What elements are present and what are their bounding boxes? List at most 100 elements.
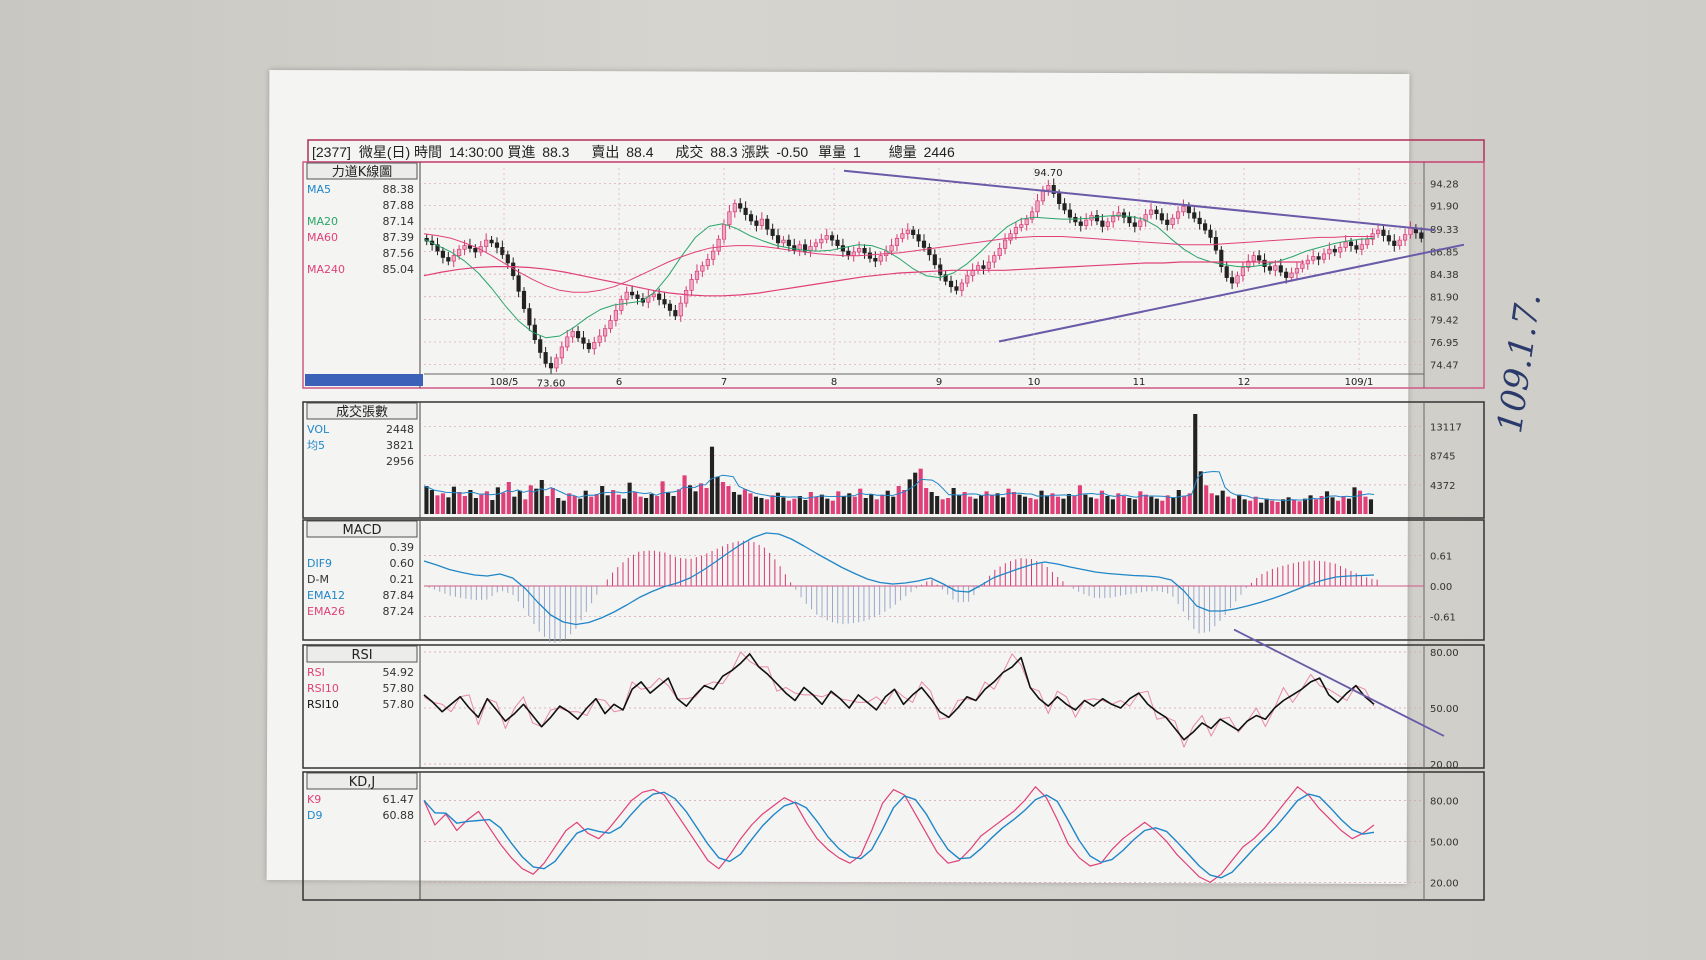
y-tick-label: 74.47 [1430,361,1459,372]
candle-body [905,229,910,235]
volume-bar [1017,494,1022,514]
legend-value: 87.14 [383,215,415,228]
candle-body [1057,193,1062,204]
candle [1008,229,1013,245]
volume-bar [1341,496,1346,514]
candle-body [592,342,597,350]
candle-body [1397,239,1402,246]
candle [1003,233,1008,255]
candle-body [819,238,824,244]
volume-bar [1088,497,1093,514]
candle-body [608,320,613,330]
ma-line-ma240 [423,261,1304,297]
candle [678,296,683,322]
volume-bar [770,495,775,514]
candle-body [1354,245,1359,250]
candle [1084,213,1089,230]
candle [943,270,948,286]
candle [1316,252,1321,266]
volume-bar [731,492,737,514]
candle-body [1251,255,1256,262]
volume-bar [1055,496,1061,514]
volume-bar [990,494,995,514]
candle-body [1024,218,1029,225]
volume-bar [490,500,495,514]
volume-bar [600,486,605,514]
candle-body [851,251,856,257]
volume-bar [1303,498,1308,514]
candle-body [986,261,991,269]
candle [651,289,656,301]
candle [975,261,981,275]
volume-bar [446,497,451,514]
volume-bar [1368,499,1374,514]
volume-bar [1330,497,1335,514]
candle [770,223,775,240]
candle [1138,216,1143,231]
candle-body [921,240,927,248]
volume-bar [968,496,973,514]
volume-bar [841,496,846,514]
volume-bar [1127,498,1132,514]
candle [1175,206,1181,225]
candle [1240,262,1245,282]
volume-bar [1281,499,1286,514]
candle-body [1203,223,1208,231]
candle [894,234,900,252]
candle [635,290,640,305]
candle-body [1316,256,1321,260]
candle-body [1094,215,1100,222]
volume-bar [1143,494,1148,514]
candle-body [1273,265,1278,271]
volume-bar [649,494,654,514]
candle-body [613,310,618,321]
candle [862,244,867,259]
candle [1267,262,1273,275]
panel-title-box [306,402,418,420]
candle [1165,213,1170,231]
volume-bar [1132,499,1137,514]
candle [662,292,667,309]
candle-body [1235,275,1240,284]
candle-body [932,254,937,266]
volume-bar [556,498,561,514]
volume-bar [1121,496,1126,514]
volume-bar [457,492,462,514]
candle [1181,199,1186,216]
candle [1338,241,1343,258]
candle-body [440,250,445,258]
x-tick-label: 108/5 [490,377,519,388]
volume-bar [687,485,693,514]
candle-body [911,229,916,236]
candle [592,336,597,355]
panel-title: MACD [343,523,382,538]
candle-body [792,245,797,251]
volume-bar [627,482,632,514]
candle-body [603,328,608,337]
candle-body [981,265,986,269]
candle [1170,214,1175,229]
legend-name: DIF9 [307,557,332,570]
candles [424,178,1424,374]
y-tick-label: 0.61 [1430,552,1452,563]
legend-name: RSI10 [307,682,339,695]
volume-bar [1292,500,1297,514]
candle-body [494,242,500,248]
candle-body [754,220,759,226]
candle [527,303,532,331]
panel-title: RSI [351,648,372,663]
candle [1321,248,1327,264]
volume-bar [748,493,753,514]
candle [1024,215,1029,231]
candle [624,286,629,306]
candle-body [1084,219,1089,226]
candle [1046,179,1051,196]
volume-bar [1335,500,1341,514]
y-tick-label: 80.00 [1430,648,1459,659]
y-tick-label: 4372 [1430,481,1455,492]
candle-body [824,235,829,240]
legend-name: K9 [307,793,321,806]
candle [997,242,1002,260]
legend-name: 均5 [307,439,325,452]
candle-body [516,275,521,292]
